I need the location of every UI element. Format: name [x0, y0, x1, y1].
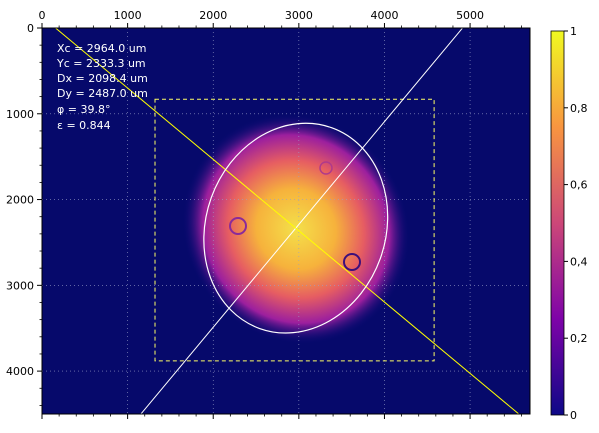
colorbar-tick-label: 0,4: [570, 255, 588, 268]
beam-intensity-spot: [182, 114, 410, 344]
x-tick-label: 4000: [370, 9, 398, 22]
y-axis: 0 1000 2000 3000 4000: [6, 22, 42, 406]
fitted-ellipse[interactable]: [175, 97, 416, 359]
beam-artifact-ring: [343, 253, 361, 271]
grid-lines: [42, 28, 530, 414]
colorbar-ticks: 1 0,8 0,6 0,4 0,2 0: [564, 25, 588, 422]
colorbar-tick-label: 0,2: [570, 332, 588, 345]
beam-artifact-ring: [319, 161, 333, 175]
x-tick-label: 3000: [285, 9, 313, 22]
x-tick-label: 5000: [456, 9, 484, 22]
readout-yc: Yc = 2333.3 um: [56, 57, 146, 70]
readout-dy: Dy = 2487.0 um: [57, 87, 148, 100]
x-tick-label: 0: [39, 9, 46, 22]
colorbar-tick-label: 0: [570, 409, 577, 422]
colorbar: [550, 30, 565, 416]
y-tick-label: 3000: [6, 279, 34, 292]
colorbar-tick-label: 0,8: [570, 102, 588, 115]
colorbar-tick-label: 1: [570, 25, 577, 38]
y-tick-label: 4000: [6, 365, 34, 378]
y-tick-label: 1000: [6, 108, 34, 121]
readout-phi: φ = 39.8°: [57, 103, 110, 116]
readout-xc: Xc = 2964.0 um: [57, 42, 146, 55]
colorbar-tick-label: 0,6: [570, 179, 588, 192]
x-tick-label: 2000: [199, 9, 227, 22]
readout-dx: Dx = 2098.4 um: [57, 72, 148, 85]
readout-eps: ε = 0.844: [57, 119, 111, 132]
x-tick-label: 1000: [114, 9, 142, 22]
y-tick-label: 2000: [6, 194, 34, 207]
plot-frame: [41, 27, 531, 415]
roi-rectangle[interactable]: [154, 98, 435, 362]
beam-artifact-ring: [229, 217, 247, 235]
x-axis: 0 1000 2000 3000 4000 5000: [39, 9, 522, 419]
y-tick-label: 0: [27, 22, 34, 35]
